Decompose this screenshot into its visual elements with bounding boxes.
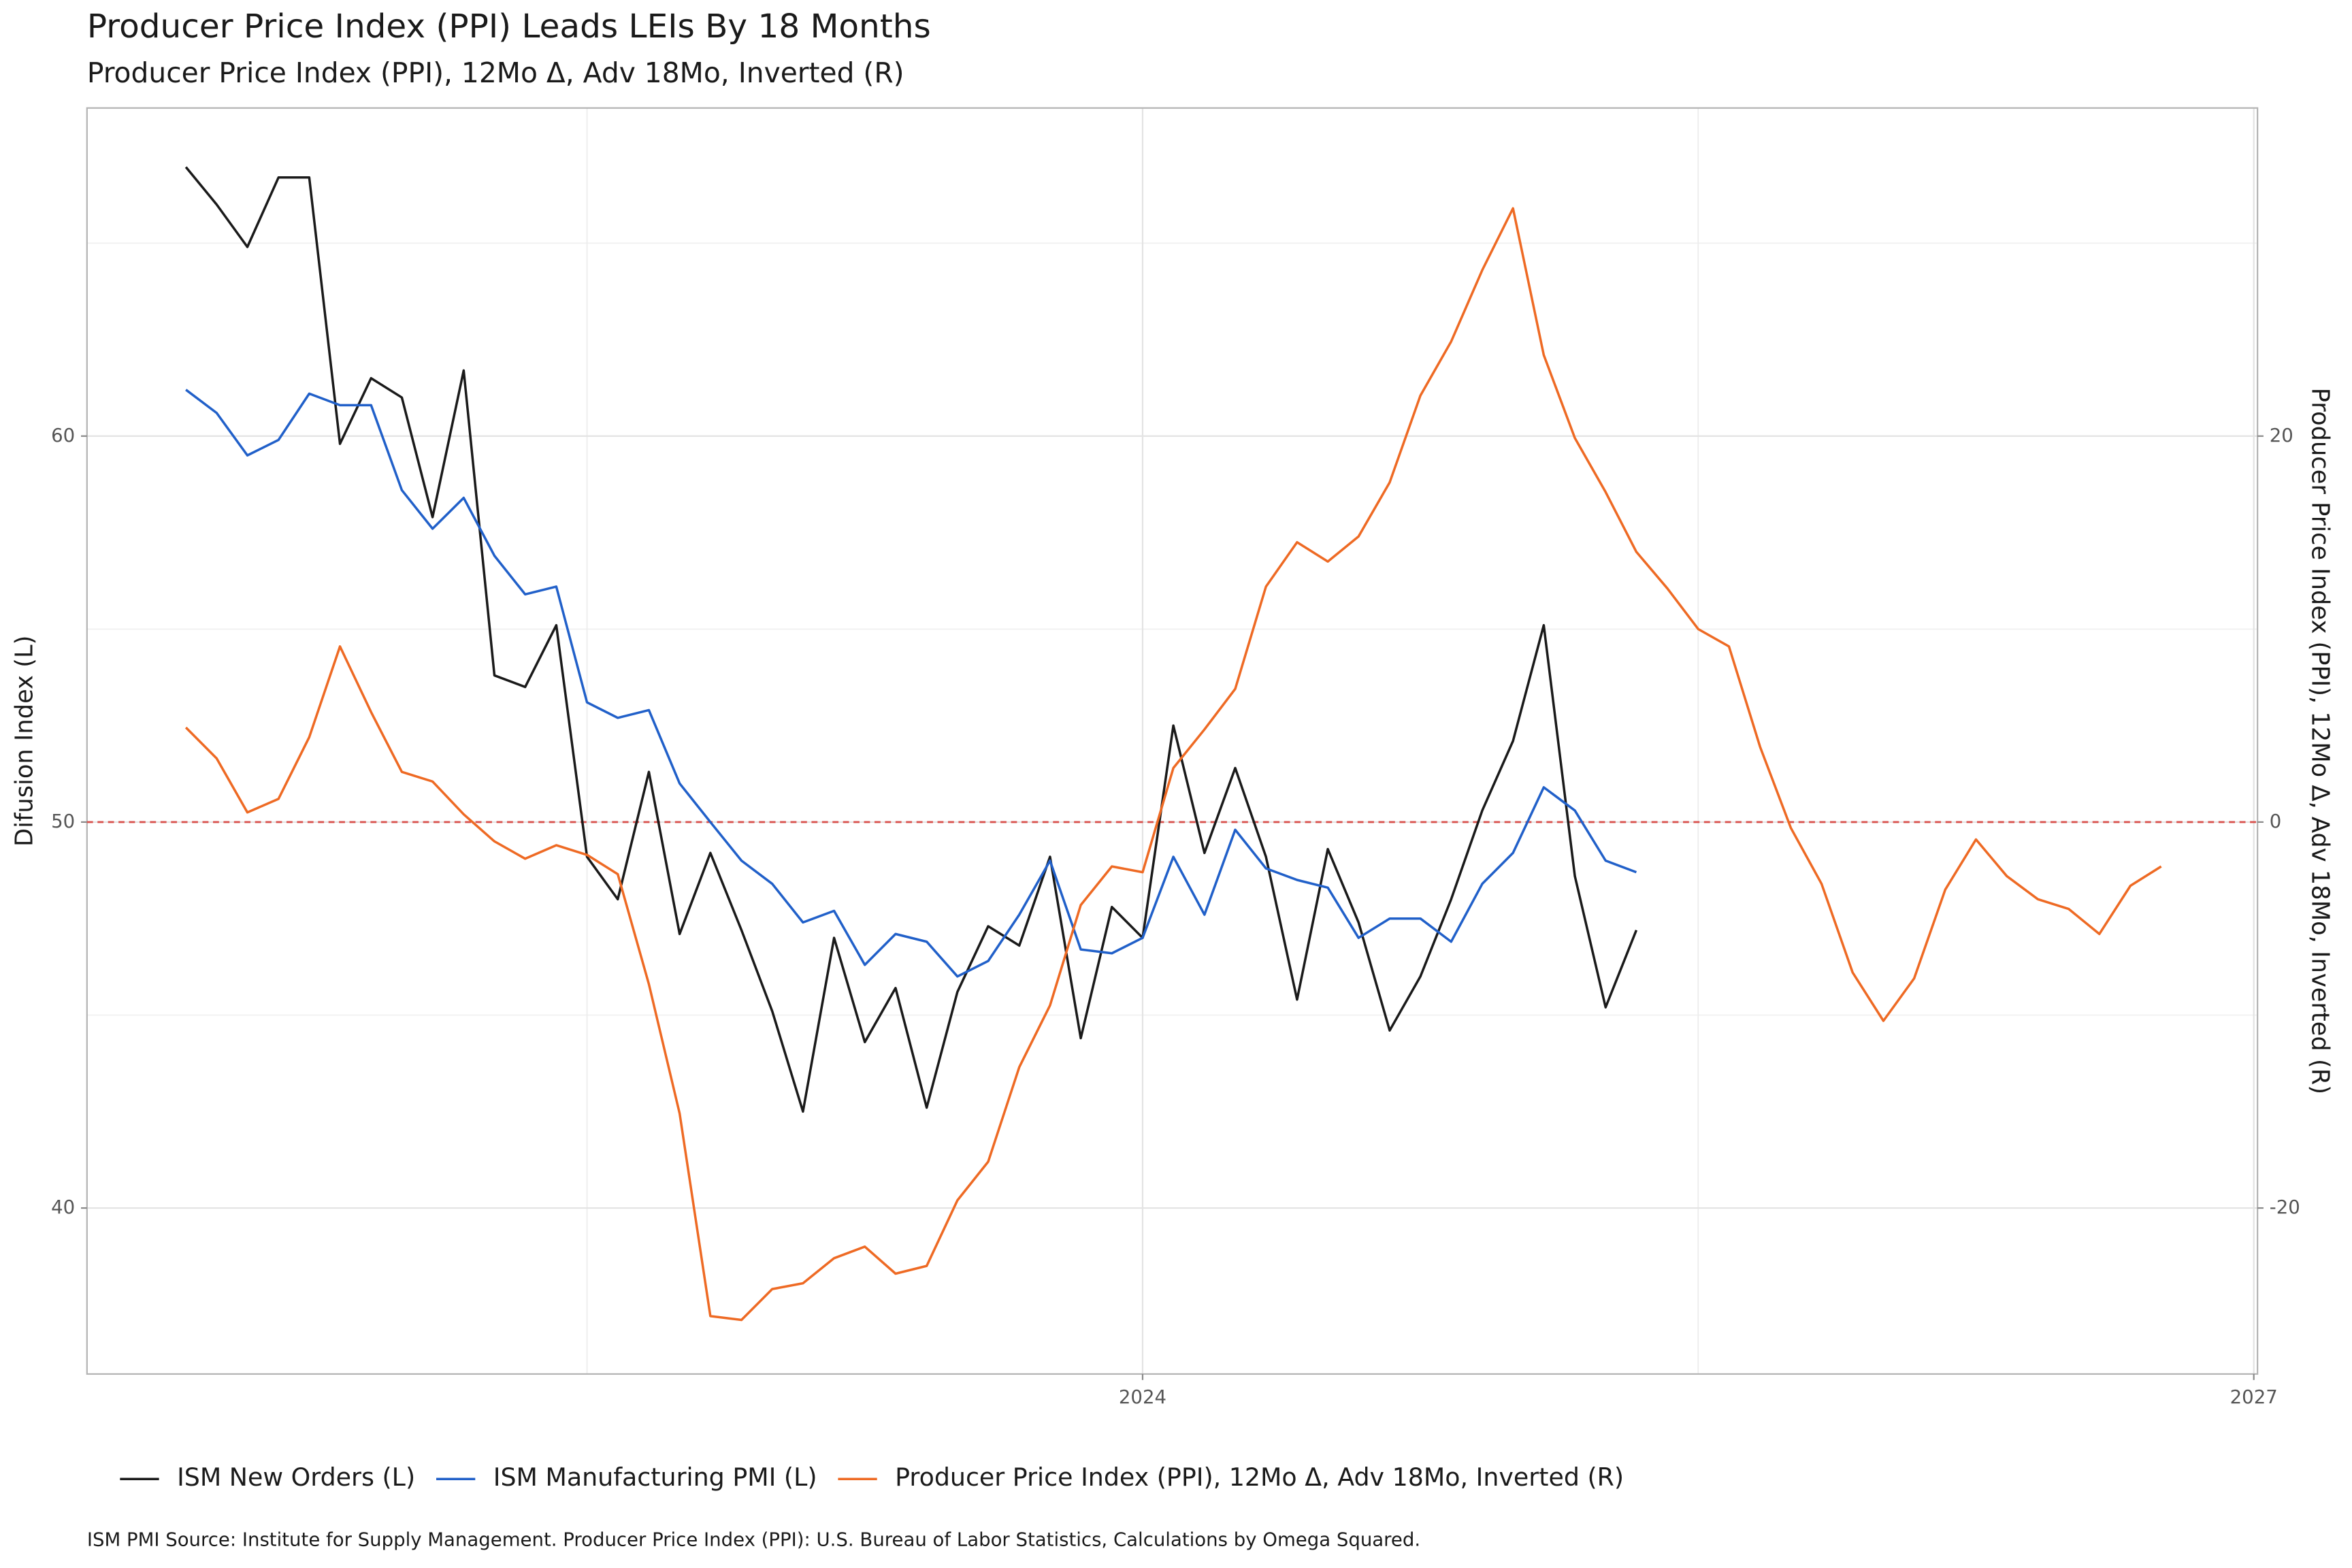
y2-tick-label: -20 bbox=[2270, 1196, 2300, 1218]
x-tick-label: 2024 bbox=[1119, 1386, 1166, 1408]
caption: ISM PMI Source: Institute for Supply Man… bbox=[87, 1529, 1420, 1551]
series-line bbox=[184, 166, 1638, 1113]
y-axis-label: Difusion Index (L) bbox=[10, 636, 38, 847]
chart-title: Producer Price Index (PPI) Leads LEIs By… bbox=[87, 7, 931, 46]
y-tick-label: 60 bbox=[51, 425, 75, 446]
series-line bbox=[185, 389, 1637, 978]
y2-tick-label: 0 bbox=[2270, 811, 2282, 832]
legend-label: Producer Price Index (PPI), 12Mo Δ, Adv … bbox=[895, 1463, 1624, 1492]
y2-tick-label: 20 bbox=[2270, 425, 2293, 446]
x-tick-label: 2027 bbox=[2230, 1386, 2278, 1408]
y2-axis-label: Producer Price Index (PPI), 12Mo Δ, Adv … bbox=[2306, 388, 2334, 1094]
series-line bbox=[184, 207, 2162, 1322]
plot-border bbox=[86, 107, 2259, 1375]
y-tick-label: 50 bbox=[51, 811, 75, 832]
y-tick-label: 40 bbox=[51, 1196, 75, 1218]
legend-label: ISM New Orders (L) bbox=[177, 1463, 415, 1492]
chart-subtitle: Producer Price Index (PPI), 12Mo Δ, Adv … bbox=[87, 56, 904, 89]
legend-label: ISM Manufacturing PMI (L) bbox=[493, 1463, 817, 1492]
